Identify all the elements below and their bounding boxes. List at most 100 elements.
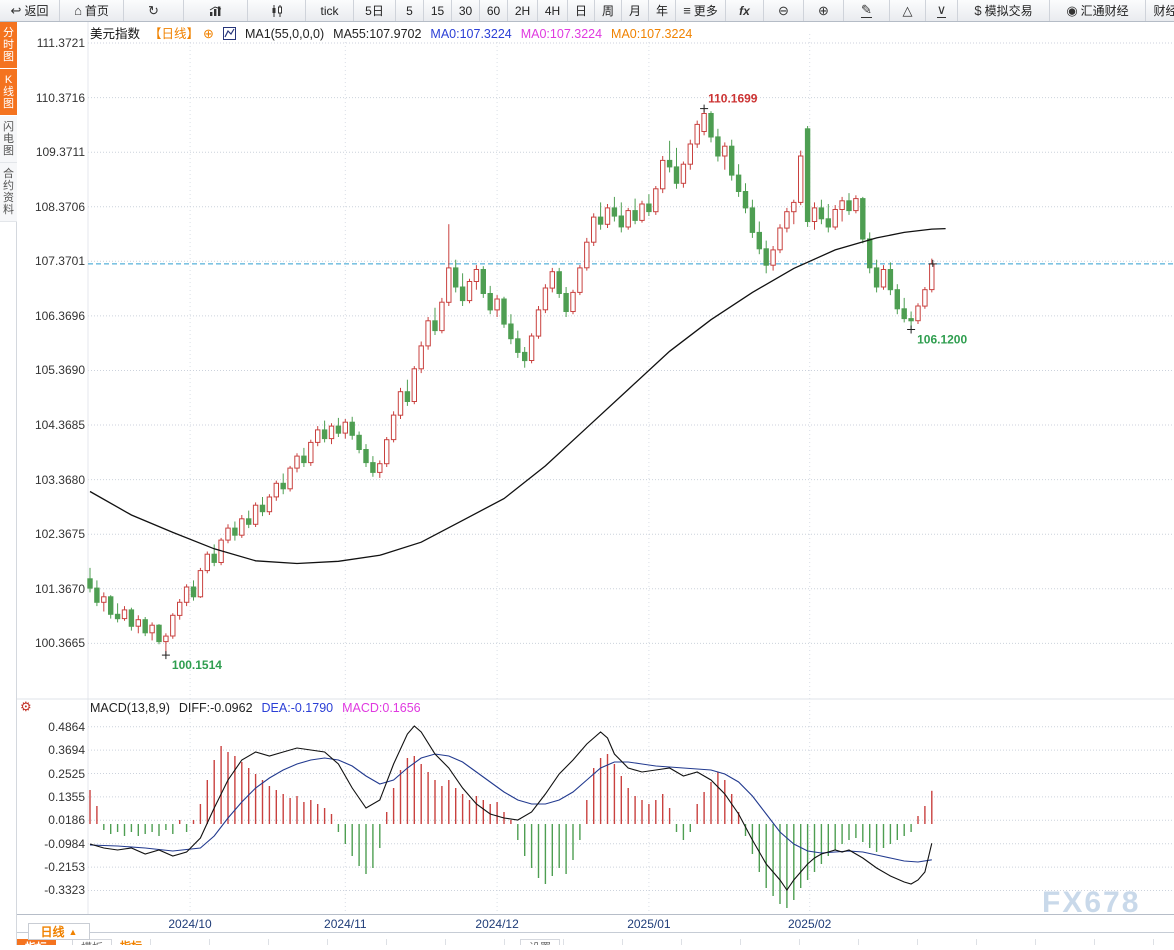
bottom-strip-cell — [150, 939, 210, 945]
high-annotation: 110.1699 — [708, 92, 758, 106]
toolbar-label: 日 — [574, 4, 587, 18]
price-tick-label: 108.3706 — [34, 199, 85, 214]
low-annotation: 106.1200 — [917, 333, 967, 347]
x-axis: 2024/10 2024/11 2024/12 2025/01 2025/02 — [0, 914, 1174, 933]
sim-trading-button[interactable]: $ 模拟交易 — [958, 0, 1050, 21]
bottom-tab-strip: 指标模板指标设置 — [0, 933, 1174, 945]
toolbar-label: 30 — [458, 3, 473, 18]
fx-functions-button[interactable]: fx — [726, 0, 764, 21]
macd-tick-label: 0.4864 — [48, 719, 85, 734]
period-2h-button[interactable]: 2H — [508, 0, 538, 21]
fx-icon: fx — [739, 3, 750, 18]
watermark: FX678 — [1042, 886, 1141, 919]
bottom-strip-cell — [563, 939, 623, 945]
bottom-strip-cell — [917, 939, 977, 945]
ma-definition: MA1(55,0,0,0) — [244, 27, 325, 41]
home-button[interactable]: ⌂ 首页 — [60, 0, 124, 21]
bottom-strip-cell — [1035, 939, 1095, 945]
ma0-blue-value: MA0:107.3224 — [430, 27, 512, 41]
refresh-button[interactable]: ↻ — [124, 0, 184, 21]
draw-button[interactable]: ✎ — [844, 0, 890, 21]
left-sidebar: 分时图 K线图 闪电图 合约资料 — [0, 22, 17, 945]
globe-icon: ◉ — [1066, 3, 1078, 18]
toolbar-label: 汇通财经 — [1080, 4, 1129, 18]
price-tick-label: 110.3716 — [35, 90, 85, 105]
price-tick-label: 103.3680 — [34, 472, 85, 487]
bottom-strip-cell — [1094, 939, 1154, 945]
period-year-button[interactable]: 年 — [649, 0, 676, 21]
candlestick-button[interactable] — [248, 0, 306, 21]
top-toolbar: ↩ 返回 ⌂ 首页 ↻ tick 5日 5 15 30 60 2H 4H 日周月年 ≡ 更多 fx ⊖ ⊕ ✎ △ ∨ $ 模… — [0, 0, 1174, 22]
bottom-tab-indicator-2[interactable]: 指标 — [112, 939, 150, 945]
zoomin-icon: ⊕ — [818, 3, 829, 18]
period-5d-button[interactable]: 5日 — [354, 0, 396, 21]
period-5-button[interactable]: 5 — [396, 0, 424, 21]
toolbar-label: 模拟交易 — [984, 4, 1033, 18]
price-tick-label: 104.3685 — [34, 418, 85, 433]
sidebar-tab-kline-chart[interactable]: K线图 — [0, 69, 17, 116]
zoom-out-button[interactable]: ⊖ — [764, 0, 804, 21]
more-button[interactable]: ≡ 更多 — [676, 0, 726, 21]
period-week-button[interactable]: 周 — [595, 0, 622, 21]
toolbar-label: 15 — [430, 3, 445, 18]
period-selector[interactable]: 日线 ▲ — [28, 923, 90, 940]
x-axis-month-label: 2025/02 — [787, 917, 832, 931]
price-tick-label: 106.3696 — [34, 308, 85, 323]
macd-value: MACD:0.1656 — [342, 701, 421, 715]
triangle-up-button[interactable]: △ — [890, 0, 926, 21]
add-indicator-icon[interactable]: ⊕ — [203, 26, 214, 41]
huitong-finance-button[interactable]: ◉ 汇通财经 — [1050, 0, 1146, 21]
period-30-button[interactable]: 30 — [452, 0, 480, 21]
price-tick-label: 101.3670 — [34, 581, 85, 596]
period-4h-button[interactable]: 4H — [538, 0, 568, 21]
period-tag: 【日线】 — [149, 27, 200, 41]
bottom-strip-cell — [504, 939, 564, 945]
period-day-button[interactable]: 日 — [568, 0, 595, 21]
bottom-tab-template[interactable]: 模板 — [72, 939, 112, 945]
back-button[interactable]: ↩ 返回 — [0, 0, 60, 21]
period-15-button[interactable]: 15 — [424, 0, 452, 21]
sidebar-tab-contract-info[interactable]: 合约资料 — [0, 163, 17, 222]
ma55-value: MA55:107.9702 — [333, 27, 422, 41]
low-annotation: 100.1514 — [172, 658, 222, 672]
macd-tick-label: 0.0186 — [48, 813, 85, 828]
x-axis-month-label: 2024/10 — [168, 917, 212, 931]
finance-button[interactable]: 财经 — [1146, 0, 1174, 21]
price-tick-label: 105.3690 — [34, 363, 85, 378]
bottom-strip-cell — [858, 939, 918, 945]
price-tick-label: 109.3711 — [35, 145, 85, 160]
back-icon: ↩ — [10, 3, 22, 18]
diff-value: DIFF:-0.0962 — [178, 701, 253, 715]
period-60-button[interactable]: 60 — [480, 0, 508, 21]
toolbar-label: 首页 — [84, 4, 109, 18]
zoomout-icon: ⊖ — [778, 3, 789, 18]
refresh-icon: ↻ — [148, 3, 159, 18]
sidebar-tab-time-chart[interactable]: 分时图 — [0, 22, 17, 69]
bottom-strip-cell — [681, 939, 741, 945]
dollar-icon: $ — [974, 3, 982, 18]
toolbar-label: 财经 — [1153, 4, 1174, 18]
triangle-up-icon: ▲ — [68, 926, 78, 937]
bar-chart-button[interactable] — [184, 0, 248, 21]
toolbar-label: 周 — [601, 4, 614, 18]
zoom-in-button[interactable]: ⊕ — [804, 0, 844, 21]
macd-tick-label: 0.1355 — [48, 789, 85, 804]
bottom-strip-cell — [1153, 939, 1174, 945]
macd-legend: MACD(13,8,9) DIFF:-0.0962 DEA:-0.1790 MACD:… — [90, 701, 430, 715]
bottom-strip-cell — [622, 939, 682, 945]
bottom-tab-settings[interactable]: 设置 — [520, 939, 560, 945]
price-tick-label: 100.3665 — [34, 636, 85, 651]
tick-button[interactable]: tick — [306, 0, 354, 21]
period-month-button[interactable]: 月 — [622, 0, 649, 21]
home-icon: ⌂ — [74, 3, 82, 18]
bottom-strip-cell — [799, 939, 859, 945]
toolbar-label: 返回 — [24, 4, 49, 18]
macd-settings-gear-icon[interactable]: ⚙ — [20, 699, 32, 714]
ma0-magenta-value: MA0:107.3224 — [520, 27, 603, 41]
sidebar-tab-lightning-chart[interactable]: 闪电图 — [0, 116, 17, 163]
macd-tick-label: 0.3694 — [48, 743, 85, 758]
check-v-button[interactable]: ∨ — [926, 0, 958, 21]
chart-style-icon[interactable] — [222, 27, 236, 43]
